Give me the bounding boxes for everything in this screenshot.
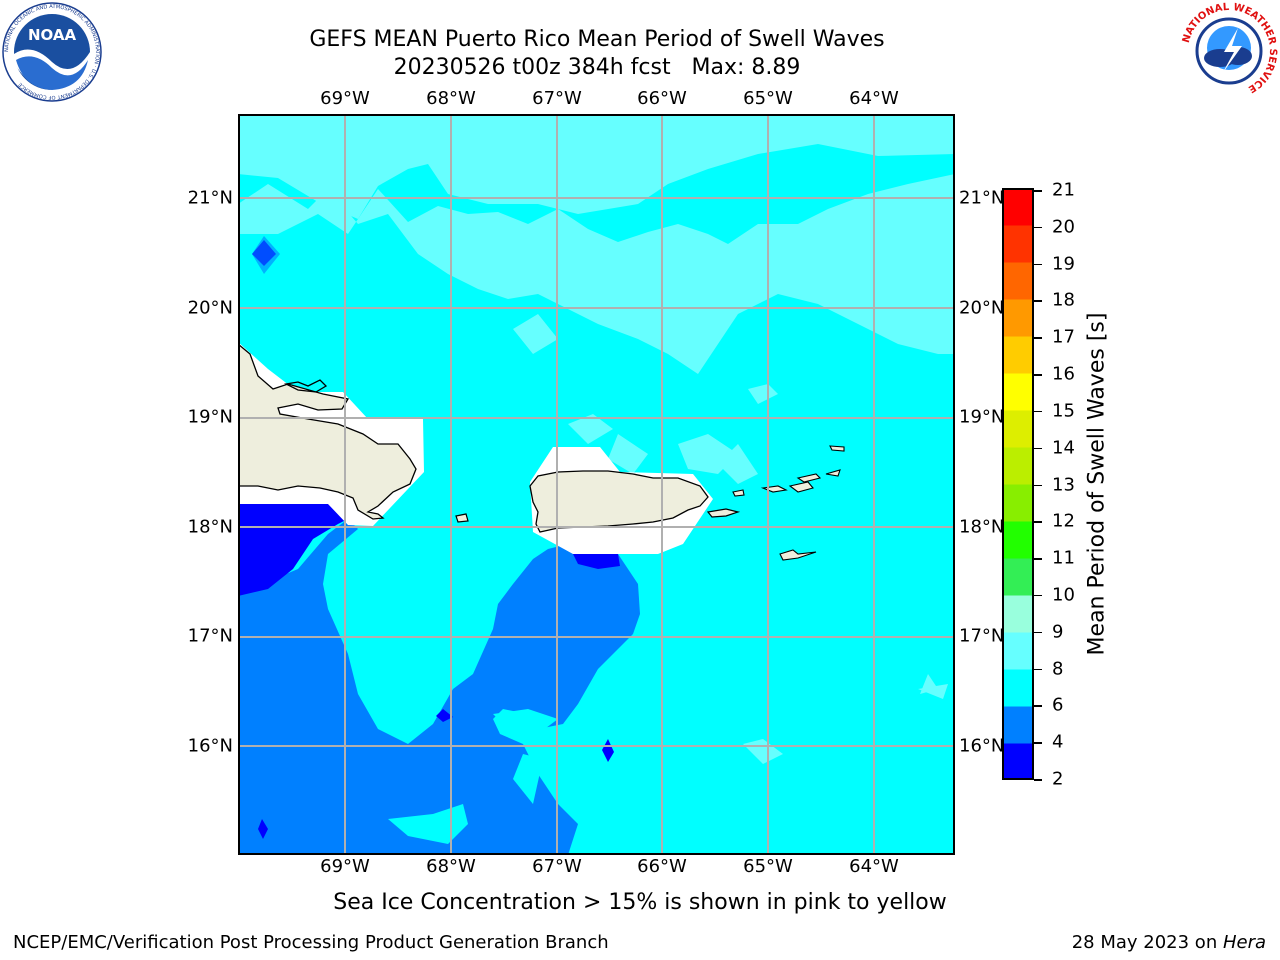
svg-text:NOAA: NOAA [28,26,77,44]
colorbar-swatch [1002,262,1034,300]
colorbar-tick-label: 17 [1052,326,1075,348]
colorbar-swatch [1002,743,1034,781]
colorbar-tick-mark [1034,226,1042,229]
footer-machine: Hera [1222,932,1266,953]
colorbar-swatch [1002,225,1034,263]
field-4-6s [238,519,640,855]
map-frame [238,114,955,855]
colorbar-tick-label: 11 [1052,547,1075,569]
colorbar-swatch [1002,521,1034,559]
colorbar-tick-mark [1034,484,1042,486]
graticule [238,114,955,855]
nws-logo: NATIONAL WEATHER SERVICE [1180,2,1278,100]
colorbar-label: Mean Period of Swell Waves [s] [1084,312,1110,656]
colorbar-tick-mark [1034,300,1042,302]
colorbar-tick-mark [1034,742,1042,744]
colorbar-tick-label: 20 [1052,216,1075,238]
lon-label-top-65w: 65°W [743,88,793,109]
land-puerto-rico [529,470,709,533]
colorbar-swatch [1002,299,1034,337]
chart-subtitle: 20230526 t00z 384h fcst Max: 8.89 [393,55,801,80]
lon-label-bottom-65w: 65°W [743,856,793,877]
land-hispaniola [237,342,417,520]
colorbar-tick-mark [1034,779,1042,781]
lat-label-right-16n: 16°N [959,735,1005,757]
lon-label-top-68w: 68°W [426,88,476,109]
lat-label-right-17n: 17°N [959,625,1005,647]
colorbar-swatch [1002,558,1034,596]
colorbar-tick-label: 19 [1052,253,1075,275]
colorbar-tick-label: 6 [1052,694,1064,716]
lon-label-top-64w: 64°W [849,88,899,109]
colorbar-tick-mark [1034,374,1042,376]
colorbar-swatch [1002,188,1034,226]
lon-label-bottom-64w: 64°W [849,856,899,877]
land-st-croix [779,549,817,561]
chart-title: GEFS MEAN Puerto Rico Mean Period of Swe… [309,27,885,52]
colorbar-swatch [1002,706,1034,744]
field-2-4s [238,240,620,839]
colorbar-swatches [1002,188,1034,781]
field-8-9s [238,114,955,764]
colorbar-swatch [1002,669,1034,707]
colorbar-tick-label: 9 [1052,621,1064,643]
lat-label-right-18n: 18°N [959,516,1005,538]
footer-date-text: 28 May 2023 on [1071,932,1223,953]
colorbar-tick-label: 4 [1052,731,1064,753]
colorbar-frame [1002,188,1034,780]
colorbar-tick-label: 8 [1052,658,1064,680]
colorbar [1002,188,1034,781]
lon-label-bottom-67w: 67°W [532,856,582,877]
sea-ice-note: Sea Ice Concentration > 15% is shown in … [333,890,947,915]
lat-label-left-17n: 17°N [187,625,233,647]
colorbar-tick-mark [1034,337,1042,339]
footer-branch: NCEP/EMC/Verification Post Processing Pr… [13,932,609,953]
colorbar-tick-mark [1034,263,1042,266]
colorbar-swatch [1002,410,1034,448]
colorbar-tick-mark [1034,190,1042,192]
colorbar-tick-label: 12 [1052,510,1075,532]
colorbar-tick-label: 13 [1052,474,1075,495]
colorbar-tick-label: 21 [1052,179,1075,201]
colorbar-tick-label: 10 [1052,584,1075,606]
lon-label-top-67w: 67°W [532,88,582,109]
lon-label-bottom-68w: 68°W [426,856,476,877]
lat-label-left-21n: 21°N [187,187,233,209]
lat-label-right-20n: 20°N [959,297,1005,319]
lon-label-top-66w: 66°W [637,88,687,109]
noaa-logo: NOAA NATIONAL OCEANIC AND ATMOSPHERIC AD… [2,2,102,102]
colorbar-swatch [1002,595,1034,633]
colorbar-tick-mark [1034,631,1042,634]
colorbar-swatch [1002,484,1034,522]
colorbar-tick-mark [1034,705,1042,707]
footer-date: 28 May 2023 on Hera [1072,932,1266,953]
lon-label-bottom-69w: 69°W [320,856,370,877]
colorbar-tick-mark [1034,447,1042,450]
colorbar-tick-label: 14 [1052,437,1075,459]
colorbar-tick-label: 16 [1052,363,1075,385]
lat-label-right-19n: 19°N [959,406,1005,428]
swell-period-map [237,114,955,855]
colorbar-tick-mark [1034,668,1042,671]
colorbar-swatch [1002,373,1034,411]
colorbar-swatch [1002,632,1034,670]
colorbar-swatch [1002,447,1034,485]
colorbar-tick-mark [1034,558,1042,560]
colorbar-tick-mark [1034,410,1042,413]
colorbar-tick-label: 2 [1052,768,1064,790]
colorbar-tick-mark [1034,521,1042,523]
lat-label-left-20n: 20°N [187,297,233,319]
colorbar-tick-label: 18 [1052,289,1075,311]
lat-label-left-18n: 18°N [187,516,233,538]
lat-label-right-21n: 21°N [959,187,1005,209]
colorbar-tick-label: 15 [1052,400,1075,422]
lat-label-left-16n: 16°N [187,735,233,757]
lat-label-left-19n: 19°N [187,406,233,428]
map-panel [237,114,955,855]
lon-label-bottom-66w: 66°W [637,856,687,877]
colorbar-swatch [1002,336,1034,374]
colorbar-tick-mark [1034,594,1042,597]
field-6-8s-patch [388,804,468,844]
lon-label-top-69w: 69°W [320,88,370,109]
